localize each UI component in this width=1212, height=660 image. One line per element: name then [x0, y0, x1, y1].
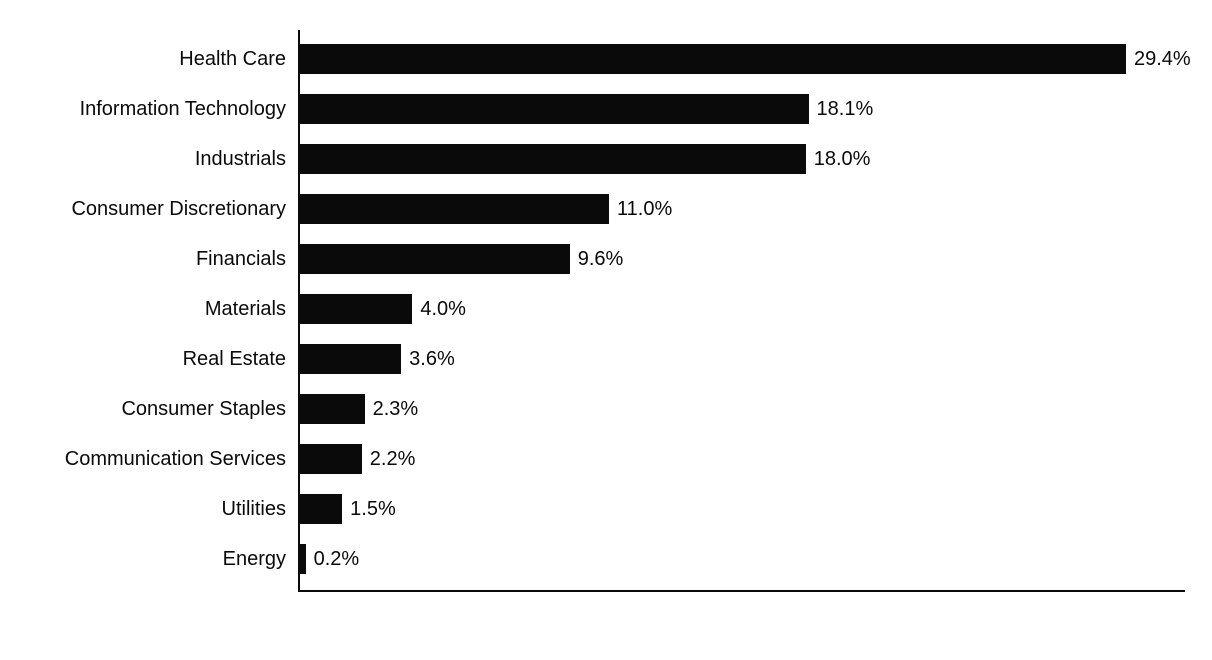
bar [300, 294, 412, 324]
bar-value-label: 9.6% [578, 244, 624, 274]
bar [300, 244, 570, 274]
bar-value-label: 18.1% [817, 94, 874, 124]
bar [300, 94, 809, 124]
bar-value-label: 2.3% [373, 394, 419, 424]
category-label: Materials [205, 294, 286, 324]
bar [300, 394, 365, 424]
category-label: Energy [223, 544, 286, 574]
bar-value-label: 3.6% [409, 344, 455, 374]
bar-value-label: 18.0% [814, 144, 871, 174]
bar-value-label: 1.5% [350, 494, 396, 524]
bar-value-label: 29.4% [1134, 44, 1191, 74]
bar-value-label: 2.2% [370, 444, 416, 474]
bar [300, 544, 306, 574]
x-axis-line [298, 590, 1185, 592]
category-label: Financials [196, 244, 286, 274]
category-label: Communication Services [65, 444, 286, 474]
sector-allocation-bar-chart: Health Care 29.4% Information Technology 18… [0, 0, 1212, 660]
category-label: Information Technology [80, 94, 286, 124]
bar [300, 44, 1126, 74]
category-label: Real Estate [183, 344, 286, 374]
category-label: Utilities [222, 494, 286, 524]
bar [300, 494, 342, 524]
category-label: Health Care [179, 44, 286, 74]
category-label: Industrials [195, 144, 286, 174]
bar [300, 344, 401, 374]
bar-value-label: 4.0% [420, 294, 466, 324]
bar [300, 194, 609, 224]
bar-value-label: 11.0% [617, 194, 672, 224]
category-label: Consumer Staples [121, 394, 286, 424]
category-label: Consumer Discretionary [71, 194, 286, 224]
bar [300, 144, 806, 174]
bar [300, 444, 362, 474]
bar-value-label: 0.2% [314, 544, 360, 574]
